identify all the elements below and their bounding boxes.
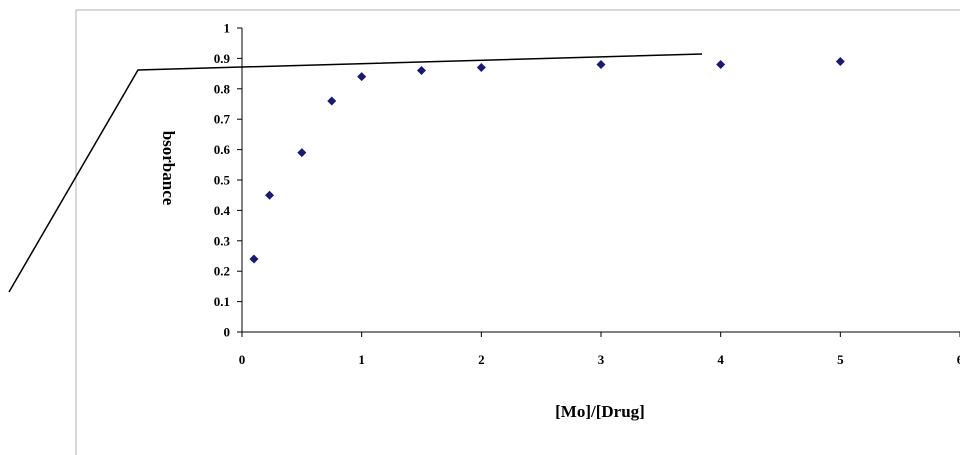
data-point bbox=[357, 72, 367, 82]
data-point bbox=[476, 63, 486, 73]
y-tick-label: 0.1 bbox=[214, 294, 230, 309]
data-point bbox=[249, 254, 259, 264]
y-tick-label: 0.4 bbox=[214, 203, 231, 218]
y-tick-label: 1 bbox=[224, 21, 231, 36]
y-axis-title-group: bsorbance bbox=[159, 131, 178, 206]
data-points bbox=[249, 56, 845, 264]
y-axis-title: bsorbance bbox=[159, 131, 178, 206]
x-tick-label: 2 bbox=[478, 352, 485, 367]
chart-area-border bbox=[75, 9, 960, 455]
data-point bbox=[835, 56, 845, 66]
y-tick-label: 0.5 bbox=[214, 173, 231, 188]
data-point bbox=[265, 190, 275, 200]
x-tick-label: 3 bbox=[598, 352, 605, 367]
y-tick-label: 0.8 bbox=[214, 81, 231, 96]
x-tick-label: 4 bbox=[717, 352, 724, 367]
x-axis-title: [Mo]/[Drug] bbox=[555, 402, 645, 421]
x-ticks: 0 1 2 3 4 5 6 bbox=[239, 332, 960, 367]
y-tick-label: 0.9 bbox=[214, 51, 231, 66]
y-tick-label: 0.6 bbox=[214, 142, 231, 157]
y-ticks: 0 0.1 0.2 0.3 0.4 0.5 0.6 0.7 0.8 0.9 1 bbox=[214, 21, 242, 340]
x-tick-label: 1 bbox=[358, 352, 365, 367]
y-tick-label: 0.3 bbox=[214, 233, 231, 248]
data-point bbox=[327, 96, 337, 106]
data-point bbox=[596, 59, 606, 69]
data-point bbox=[417, 66, 426, 76]
y-tick-label: 0.2 bbox=[214, 264, 230, 279]
x-tick-label: 0 bbox=[239, 352, 246, 367]
y-tick-label: 0 bbox=[224, 325, 231, 340]
x-tick-label: 5 bbox=[837, 352, 844, 367]
callout-line bbox=[8, 53, 703, 293]
data-point bbox=[716, 59, 726, 69]
data-point bbox=[297, 148, 307, 158]
x-tick-label: 6 bbox=[957, 352, 960, 367]
y-tick-label: 0.7 bbox=[214, 112, 231, 127]
